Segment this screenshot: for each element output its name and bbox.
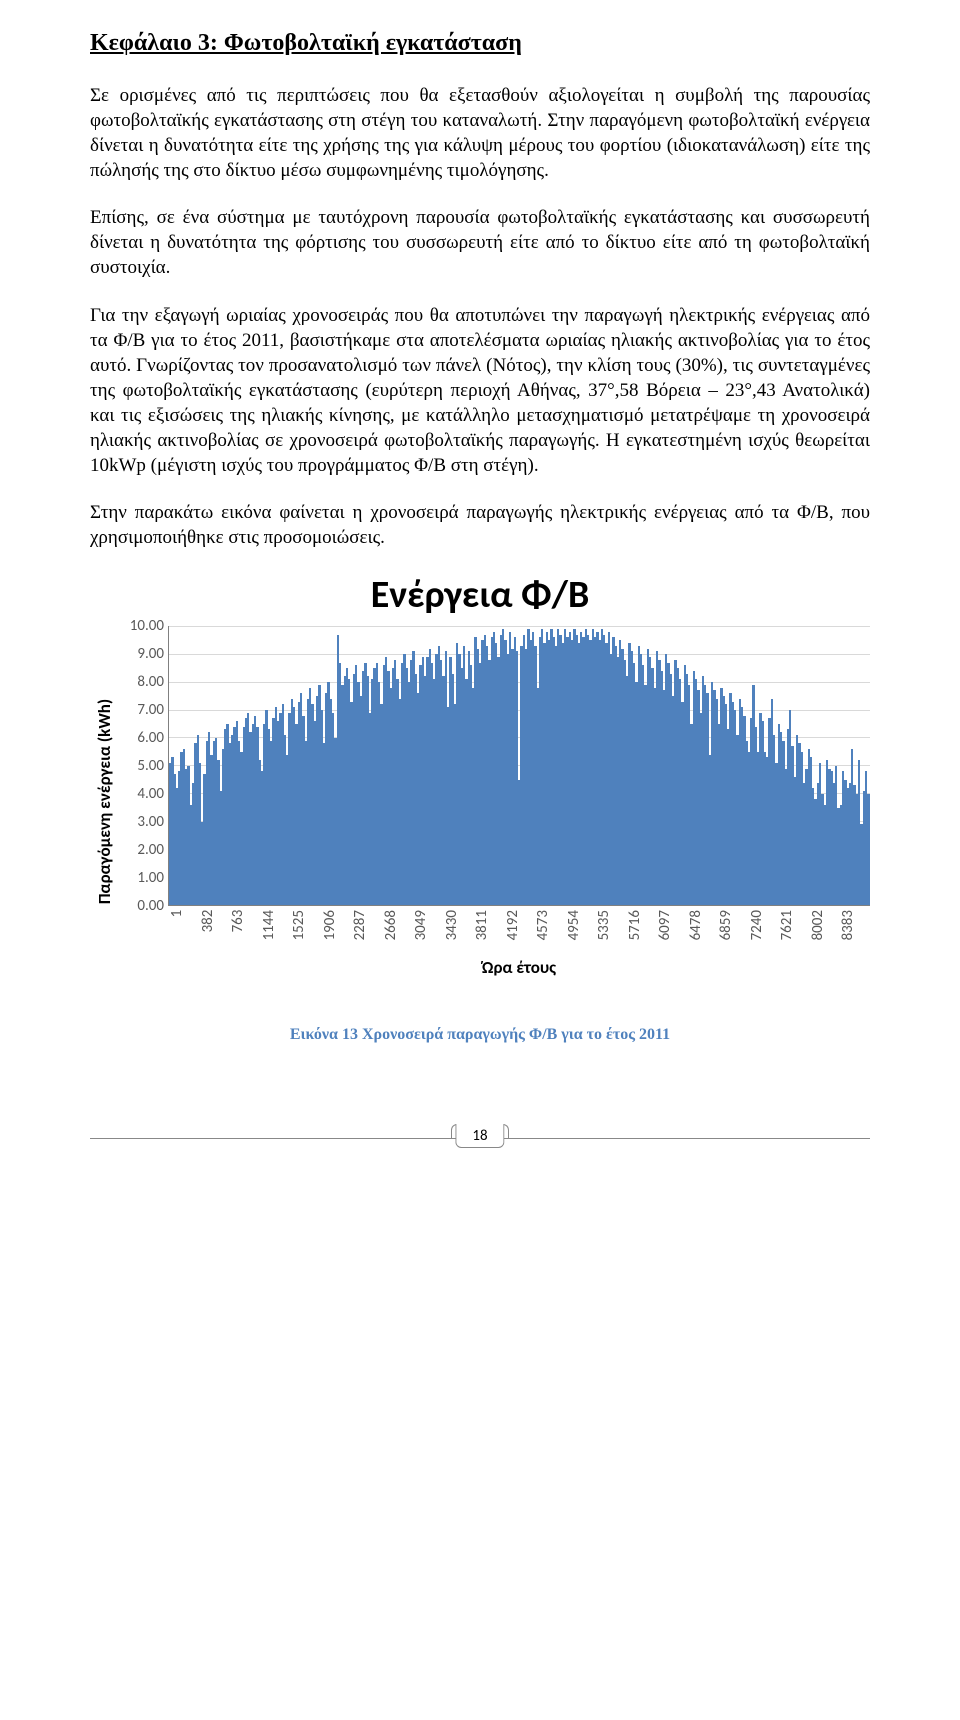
pv-energy-chart: Ενέργεια Φ/Β Παραγόμενη ενέργεια (kWh) 1… <box>90 572 870 977</box>
chart-ylabel: Παραγόμενη ενέργεια (kWh) <box>95 699 116 904</box>
chart-bars <box>169 626 870 905</box>
chart-title: Ενέργεια Φ/Β <box>90 572 870 618</box>
paragraph-4: Στην παρακάτω εικόνα φαίνεται η χρονοσει… <box>90 500 870 550</box>
chart-plot-area <box>168 626 870 906</box>
paragraph-3: Για την εξαγωγή ωριαίας χρονοσειράς που … <box>90 303 870 479</box>
chart-xticks: 1382763114415251906228726683049343038114… <box>168 910 870 942</box>
chart-yticks: 10.009.008.007.006.005.004.003.002.001.0… <box>120 626 168 906</box>
paragraph-1: Σε ορισμένες από τις περιπτώσεις που θα … <box>90 83 870 183</box>
chart-xlabel: Ώρα έτους <box>168 957 870 978</box>
page-footer: 18 <box>90 1124 870 1164</box>
chapter-title: Κεφάλαιο 3: Φωτοβολταϊκή εγκατάσταση <box>90 30 870 57</box>
page-number: 18 <box>455 1124 504 1148</box>
paragraph-2: Επίσης, σε ένα σύστημα με ταυτόχρονη παρ… <box>90 205 870 280</box>
figure-caption: Εικόνα 13 Χρονοσειρά παραγωγής Φ/Β για τ… <box>90 1026 870 1044</box>
